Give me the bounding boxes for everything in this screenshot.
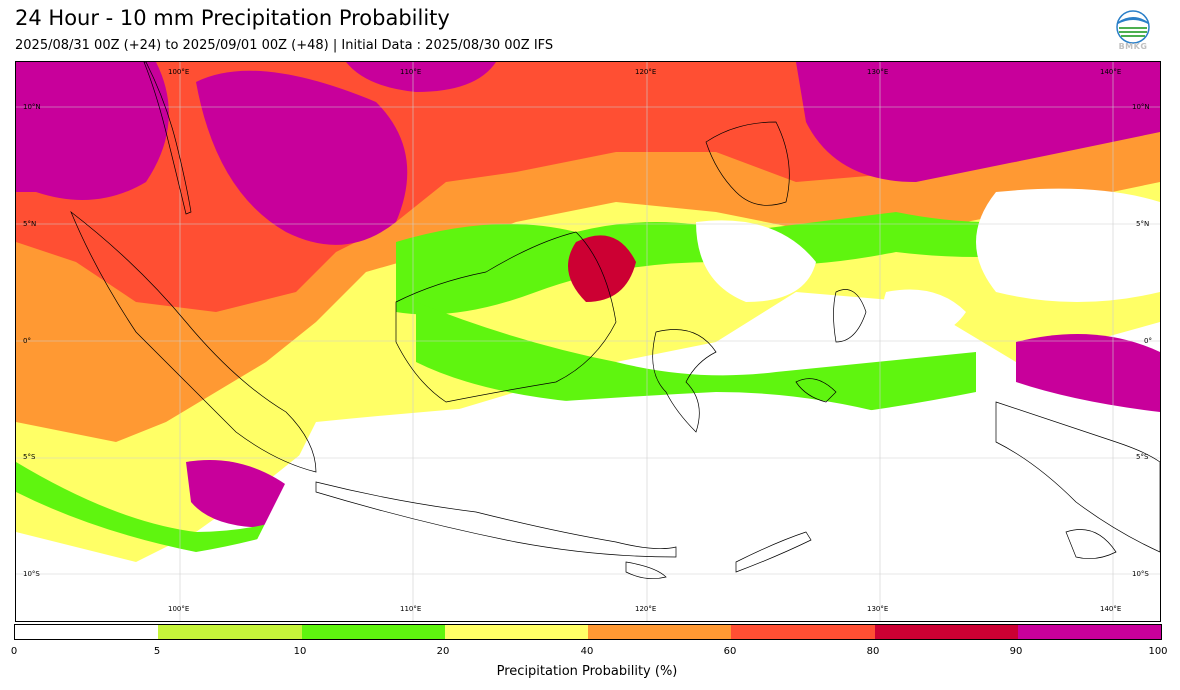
map-title: 24 Hour - 10 mm Precipitation Probabilit…: [15, 6, 450, 30]
colorbar: [14, 624, 1162, 640]
colorbar-segment: [731, 625, 875, 639]
lon-tick-top: 140°E: [1100, 68, 1122, 76]
lat-tick-left: 5°N: [23, 220, 37, 228]
colorbar-label: 60: [723, 646, 737, 657]
coastlines: [70, 62, 1160, 579]
lat-tick-right: 5°N: [1136, 220, 1150, 228]
graticule: [16, 62, 1160, 621]
lon-tick-bottom: 130°E: [867, 605, 889, 613]
colorbar-segment: [588, 625, 732, 639]
colorbar-segment: [15, 625, 159, 639]
lat-tick-right: 10°N: [1132, 103, 1150, 111]
colorbar-title: Precipitation Probability (%): [496, 664, 678, 679]
bmkg-logo: [1114, 10, 1152, 56]
colorbar-label: 100: [1148, 646, 1168, 657]
lon-tick-bottom: 110°E: [400, 605, 422, 613]
map-subtitle: 2025/08/31 00Z (+24) to 2025/09/01 00Z (…: [15, 38, 554, 53]
lat-tick-right: 0°: [1144, 337, 1152, 345]
colorbar-segment: [444, 625, 588, 639]
lat-tick-left: 10°N: [23, 103, 41, 111]
colorbar-label: 80: [866, 646, 880, 657]
probability-fields: [16, 62, 1160, 621]
lon-tick-top: 100°E: [168, 68, 190, 76]
colorbar-label: 20: [436, 646, 450, 657]
colorbar-segment: [301, 625, 445, 639]
colorbar-segment: [1017, 625, 1161, 639]
precipitation-map: 100°E 110°E 120°E 130°E 140°E 100°E 110°…: [15, 61, 1161, 622]
colorbar-label: 5: [153, 646, 161, 657]
colorbar-label: 10: [293, 646, 307, 657]
lon-tick-bottom: 100°E: [168, 605, 190, 613]
colorbar-segment: [158, 625, 302, 639]
lon-tick-bottom: 120°E: [635, 605, 657, 613]
lat-tick-left: 0°: [23, 337, 31, 345]
lat-tick-left: 5°S: [23, 453, 36, 461]
colorbar-label: 40: [580, 646, 594, 657]
lat-tick-right: 5°S: [1136, 453, 1149, 461]
colorbar-segment: [874, 625, 1018, 639]
lon-tick-top: 110°E: [400, 68, 422, 76]
lon-tick-top: 120°E: [635, 68, 657, 76]
colorbar-label: 0: [10, 646, 18, 657]
map-canvas: [16, 62, 1160, 621]
lon-tick-top: 130°E: [867, 68, 889, 76]
colorbar-label: 90: [1009, 646, 1023, 657]
lat-tick-right: 10°S: [1132, 570, 1149, 578]
lat-tick-left: 10°S: [23, 570, 40, 578]
lon-tick-bottom: 140°E: [1100, 605, 1122, 613]
logo-text: BMKG: [1118, 42, 1148, 51]
